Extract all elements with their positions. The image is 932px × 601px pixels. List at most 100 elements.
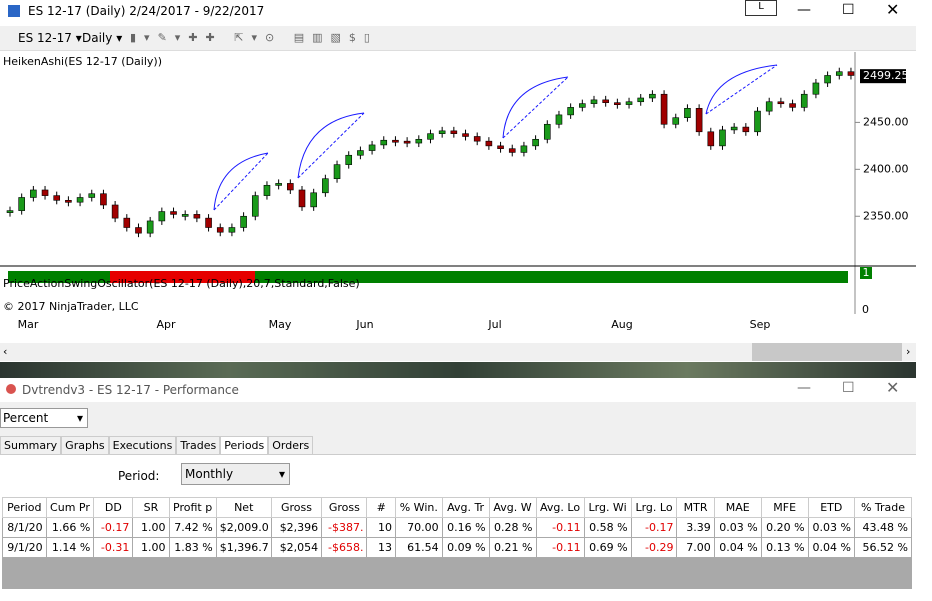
header-cell[interactable]: Avg. W — [488, 497, 537, 518]
candle — [322, 178, 329, 194]
candle — [730, 126, 738, 131]
candle — [625, 101, 633, 105]
mode-dropdown[interactable]: Percent ▾ — [0, 408, 88, 428]
header-cell[interactable]: Cum Pr — [45, 497, 95, 518]
scroll-right[interactable]: › — [906, 345, 910, 358]
cell: 1.00 — [132, 537, 170, 558]
cell: $2,009.0 — [215, 517, 272, 538]
header-cell[interactable]: Profit p — [168, 497, 217, 518]
toolbar: ES 12-17 ▾ Daily ▾ ▮▾✎▾✚✚ ⇱▾⊙ ▤▥▧$▯ — [0, 26, 916, 51]
header-cell[interactable]: Net — [215, 497, 272, 518]
candle — [602, 99, 609, 103]
tabs: Summary Graphs Executions Trades Periods Orde… — [0, 436, 314, 454]
toolbar-icons[interactable]: ▮▾✎▾✚✚ ⇱▾⊙ ▤▥▧$▯ — [130, 31, 378, 44]
background-strip — [0, 362, 916, 378]
header-cell[interactable]: Period — [2, 497, 47, 518]
candle — [30, 189, 37, 198]
minimize[interactable]: — — [797, 380, 811, 396]
link-button[interactable]: L — [745, 0, 777, 16]
header-cell[interactable]: Gross — [321, 497, 368, 518]
candle — [6, 210, 14, 213]
candle — [590, 99, 598, 104]
header-cell[interactable]: MAE — [713, 497, 762, 518]
scroll-thumb[interactable] — [752, 343, 902, 361]
cell: 70.00 — [394, 517, 443, 538]
instrument-selector[interactable]: ES 12-17 ▾ — [18, 31, 82, 45]
candle — [18, 197, 25, 211]
tab[interactable]: Executions — [108, 436, 177, 454]
header-cell[interactable]: DD — [93, 497, 134, 518]
header-cell[interactable]: SR — [132, 497, 170, 518]
candle — [777, 101, 785, 105]
tab[interactable]: Graphs — [61, 436, 109, 454]
close[interactable]: ✕ — [886, 378, 900, 397]
period-dropdown[interactable]: Monthly ▾ — [181, 463, 290, 485]
interval-selector[interactable]: Daily ▾ — [82, 31, 123, 45]
last-price: 2499.25 — [863, 69, 909, 82]
candle — [287, 183, 294, 191]
candle — [228, 227, 236, 233]
header-cell[interactable]: Gross — [270, 497, 323, 518]
period-label: Period: — [118, 469, 160, 483]
cell: 0.16 % — [441, 517, 490, 538]
cell: 8/1/20 — [2, 517, 47, 538]
header-cell[interactable]: % Win. — [394, 497, 443, 518]
candle — [345, 154, 353, 165]
minimize[interactable]: — — [797, 2, 811, 18]
close[interactable]: ✕ — [886, 0, 900, 19]
cell: -0.17 — [93, 517, 134, 538]
candle — [754, 110, 761, 133]
candle — [508, 148, 516, 153]
header-cell[interactable]: Avg. Lo — [535, 497, 585, 518]
candle — [65, 199, 72, 203]
header-cell[interactable]: MTR — [676, 497, 715, 518]
cell: 9/1/20 — [2, 537, 47, 558]
arc-chord — [297, 112, 365, 179]
x-tick-label: Mar — [18, 318, 39, 331]
tab-content: Period: Monthly ▾ Period Cum Pr DD SR Profit … — [0, 454, 916, 601]
header-cell[interactable]: Lrg. Wi — [583, 497, 632, 518]
cell: 0.03 % — [807, 517, 856, 538]
tab[interactable]: Summary — [0, 436, 62, 454]
chart: HeikenAshi(ES 12-17 (Daily)) PriceAction… — [0, 52, 916, 362]
interval: Daily — [82, 31, 113, 45]
header-cell[interactable]: # — [366, 497, 396, 518]
candle — [765, 101, 773, 112]
maximize[interactable]: ☐ — [842, 380, 855, 396]
cell: $2,396 — [270, 517, 323, 538]
cell: 0.20 % — [760, 517, 809, 538]
header-cell[interactable]: Lrg. Lo — [630, 497, 678, 518]
header-cell[interactable]: Avg. Tr — [441, 497, 490, 518]
candle — [158, 211, 166, 222]
chart-bg — [0, 52, 916, 362]
oscillator-down — [110, 271, 255, 283]
scroll-left[interactable]: ‹ — [3, 345, 7, 358]
y-tick-label: 2450.00 — [863, 115, 909, 128]
candle — [216, 227, 224, 233]
candle — [263, 184, 271, 196]
copyright: © 2017 NinjaTrader, LLC — [3, 300, 139, 313]
header-cell[interactable]: % Trade — [854, 497, 912, 518]
candle — [135, 227, 142, 234]
cell: 0.04 % — [807, 537, 856, 558]
cell: -0.29 — [630, 537, 678, 558]
cell: 56.52 % — [854, 537, 912, 558]
cell: -$387. — [321, 517, 368, 538]
candle — [847, 71, 855, 76]
candle — [333, 164, 341, 180]
candle — [567, 107, 574, 116]
maximize[interactable]: ☐ — [842, 2, 855, 18]
candle — [427, 133, 434, 140]
tab[interactable]: Orders — [268, 436, 314, 454]
perf-title: Dvtrendv3 - ES 12-17 - Performance — [22, 383, 239, 397]
header-cell[interactable]: MFE — [760, 497, 809, 518]
perf-icon — [6, 384, 16, 394]
scrollbar[interactable] — [0, 343, 916, 361]
candle — [205, 217, 212, 228]
indicator-top: HeikenAshi(ES 12-17 (Daily)) — [3, 55, 162, 68]
header-cell[interactable]: ETD — [807, 497, 856, 518]
perf-title-bar: Dvtrendv3 - ES 12-17 - Performance — ☐ ✕ — [0, 378, 916, 402]
candle — [41, 189, 49, 196]
tab[interactable]: Periods — [220, 436, 269, 454]
tab[interactable]: Trades — [176, 436, 221, 454]
